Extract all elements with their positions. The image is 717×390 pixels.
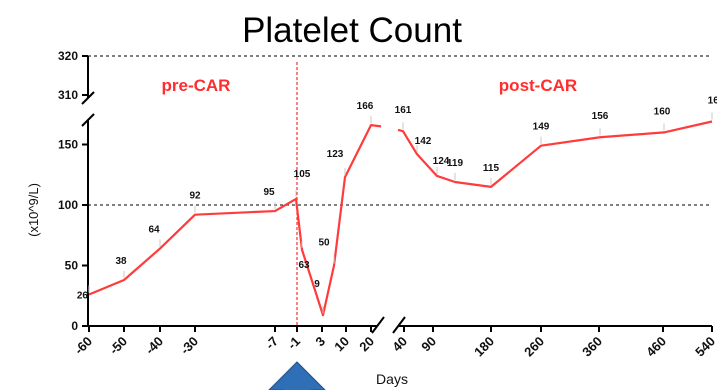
x-tick-label: -7 <box>262 334 281 353</box>
data-label: 142 <box>415 136 432 147</box>
data-label: 123 <box>327 149 344 160</box>
x-axis-break-left <box>371 316 385 334</box>
region-label-pre-car: pre-CAR <box>162 76 231 95</box>
data-label: 9 <box>314 279 320 290</box>
data-label: 156 <box>592 111 609 122</box>
region-label-post-car: post-CAR <box>499 76 577 95</box>
data-label: 115 <box>483 163 500 174</box>
chart-title: Platelet Count <box>242 11 462 50</box>
data-label: 92 <box>189 191 201 202</box>
x-tick-label: 460 <box>643 334 669 360</box>
car-infusion-arrow-icon <box>268 361 326 390</box>
data-label: 149 <box>533 122 550 133</box>
y-axis-break-bottom <box>81 113 95 127</box>
y-tick-label: 150 <box>58 138 78 152</box>
x-tick-label: 90 <box>418 334 439 355</box>
x-tick-label: 10 <box>331 334 352 355</box>
y-tick-label: 320 <box>58 49 78 63</box>
y-axis-break-top <box>81 91 95 105</box>
data-label: 38 <box>115 256 127 267</box>
data-label: 124 <box>433 156 450 167</box>
data-label: 26 <box>77 291 89 302</box>
chart-series <box>88 120 713 317</box>
x-axis-break-right <box>392 316 406 334</box>
x-tick-label: -60 <box>71 334 95 358</box>
y-axis-label: (x10^9/L) <box>26 183 41 237</box>
y-tick-label: 0 <box>71 319 78 333</box>
series-line-post <box>397 120 713 188</box>
data-label: 161 <box>395 105 412 116</box>
y-tick-label: 100 <box>58 198 78 212</box>
data-label: 166 <box>357 101 374 112</box>
x-tick-label: -50 <box>106 334 130 358</box>
data-label: 50 <box>318 238 330 249</box>
x-tick-label: 360 <box>579 334 605 360</box>
x-tick-label: 40 <box>389 334 410 355</box>
x-tick-label: -1 <box>284 334 303 353</box>
data-label: 160 <box>654 106 671 117</box>
data-label: 169 <box>708 96 717 107</box>
y-tick-label: 310 <box>58 88 78 102</box>
x-axis-label: Days <box>376 371 408 387</box>
x-tick-label: 180 <box>471 334 497 360</box>
y-tick-label: 50 <box>65 259 79 273</box>
x-tick-label: -30 <box>177 334 201 358</box>
x-tick-label: 20 <box>356 334 377 355</box>
data-label: 105 <box>294 169 311 180</box>
x-tick-label: 540 <box>692 334 717 360</box>
data-label: 95 <box>263 187 275 198</box>
data-label: 64 <box>148 225 160 236</box>
chart-grid <box>88 55 712 326</box>
x-tick-label: -40 <box>142 334 166 358</box>
x-tick-label: 3 <box>312 334 328 350</box>
data-label: 119 <box>447 158 464 169</box>
series-line-pre <box>88 124 382 317</box>
data-label: 63 <box>298 260 310 271</box>
x-tick-label: 260 <box>521 334 547 360</box>
